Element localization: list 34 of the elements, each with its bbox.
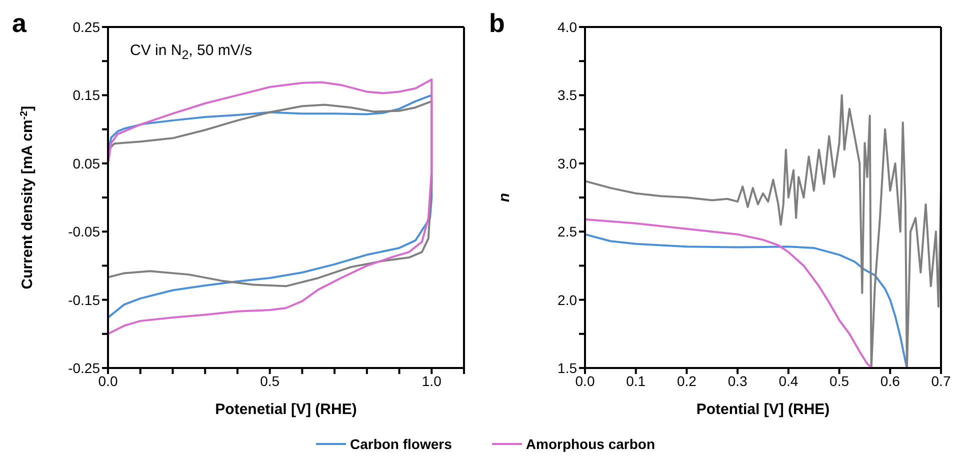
- x-tick-label: 0.0: [575, 372, 595, 389]
- x-tick-label: 0.5: [260, 372, 280, 389]
- y-tick-label: 2.5: [558, 224, 578, 240]
- y-tick-label: 0.15: [72, 87, 100, 104]
- y-tick-label: 0.05: [72, 155, 100, 172]
- x-tick-label: 0.1: [626, 372, 646, 389]
- line-series: [585, 218, 874, 368]
- y-tick-label: 2.0: [558, 292, 578, 308]
- y-tick-label: 3.0: [558, 155, 578, 172]
- chart-title: a: [12, 8, 26, 39]
- x-axis-title: Potential [V] (RHE): [696, 401, 830, 418]
- x-tick-label: 0.5: [830, 372, 850, 389]
- y-tick-label: -0.05: [68, 224, 100, 240]
- y-tick-label: -0.25: [68, 360, 100, 376]
- annotation: CV in N$_{2}$, 50 mV/s: [130, 42, 252, 62]
- y-tick-label: 3.5: [558, 87, 578, 104]
- line-series: [108, 100, 433, 288]
- x-tick-label: 0.0: [98, 372, 118, 389]
- x-tick-label: 0.6: [880, 372, 900, 389]
- y-tick-label: 4.0: [558, 18, 578, 35]
- legend-label: Carbon flowers: [350, 436, 452, 452]
- x-tick-label: 0.3: [728, 372, 748, 389]
- x-tick-label: 0.7: [931, 372, 951, 389]
- line-series: [585, 233, 908, 368]
- y-axis-title: n: [496, 192, 513, 202]
- legend-label: Amorphous carbon: [526, 436, 656, 452]
- x-tick-label: 0.2: [676, 372, 697, 389]
- x-tick-label: 0.4: [778, 372, 798, 389]
- y-tick-label: -0.15: [68, 292, 100, 308]
- y-tick-label: 0.25: [72, 18, 100, 35]
- x-tick-label: 1.0: [422, 372, 442, 389]
- y-tick-label: 1.5: [558, 360, 578, 376]
- chart-title: b: [489, 8, 505, 39]
- x-axis-title: Potenetial [V] (RHE): [215, 401, 357, 418]
